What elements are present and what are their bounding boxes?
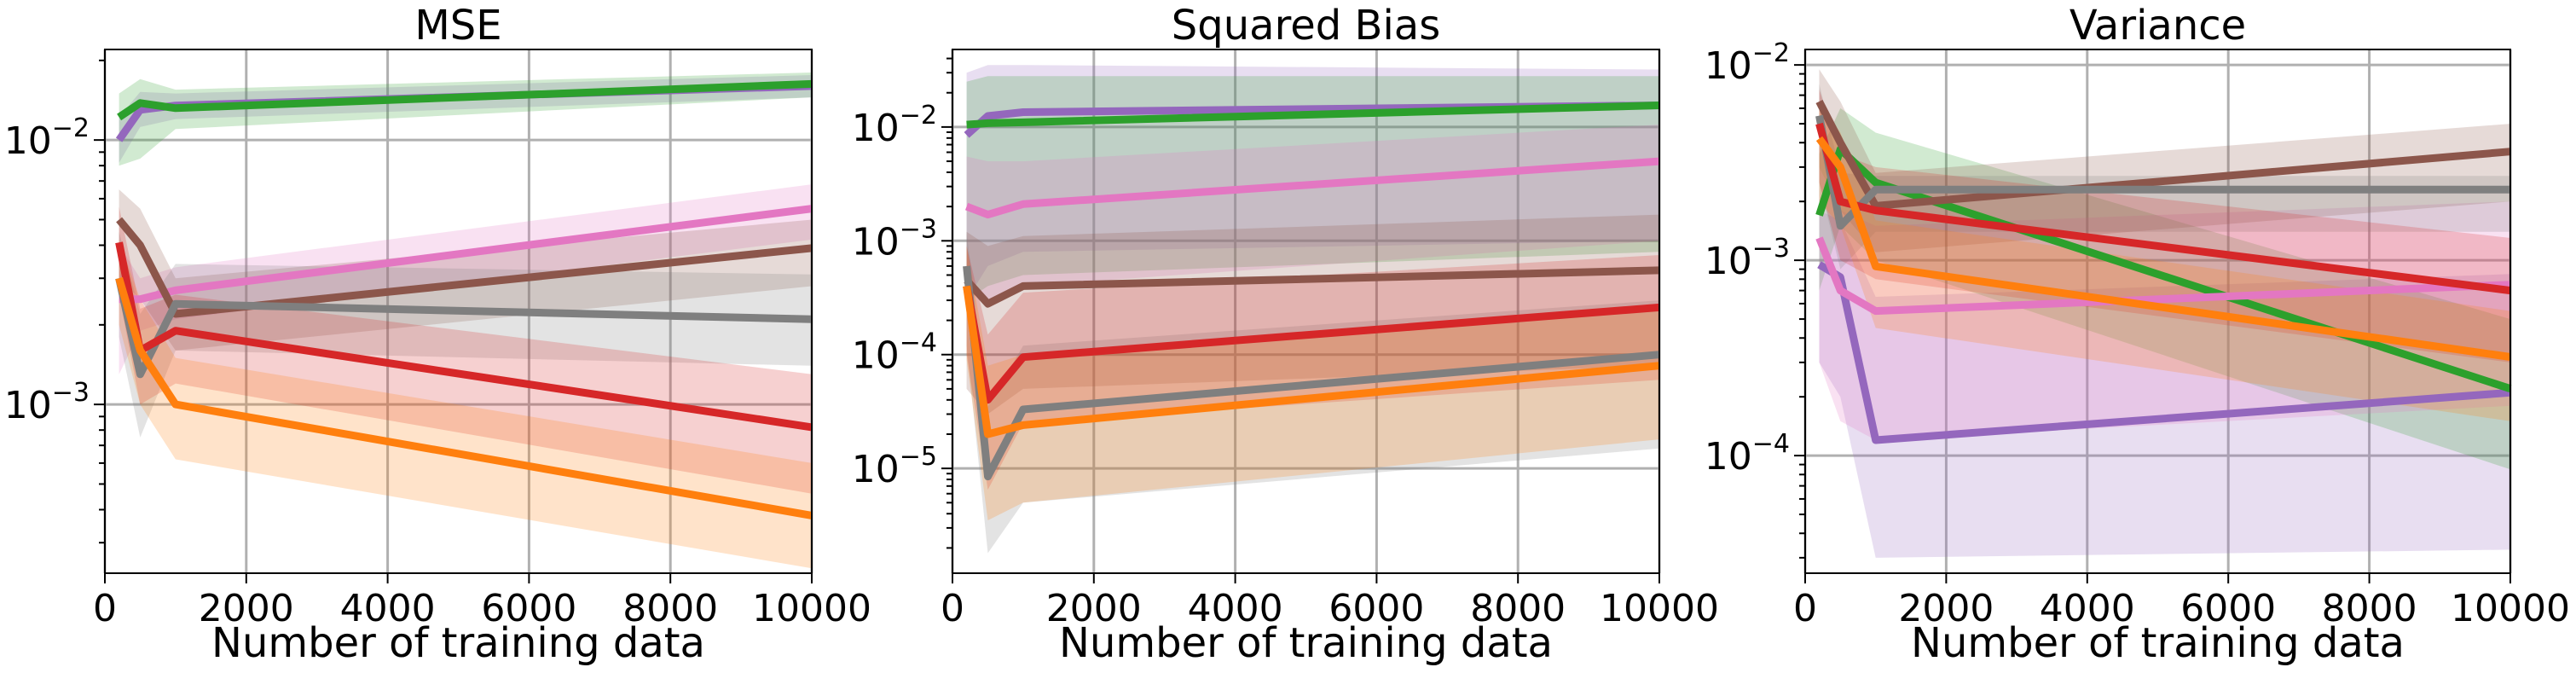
x-tick-label: 4000	[2040, 587, 2135, 630]
band-series-6	[119, 206, 813, 494]
line-series-3	[1815, 236, 2511, 316]
line-series-7	[963, 285, 1660, 438]
line-series-4	[116, 217, 813, 318]
x-tick-label: 0	[1793, 587, 1817, 630]
y-tick-label: 10−5	[852, 442, 937, 491]
x-tick-label: 10000	[1600, 587, 1719, 630]
x-tick-label: 2000	[1898, 587, 1994, 630]
y-tick-label: 10−3	[4, 378, 90, 427]
line-series-4	[1815, 99, 2511, 210]
x-axis-label: Number of training data	[1911, 619, 2405, 667]
chart-title: Squared Bias	[1172, 2, 1440, 49]
x-tick-label: 10000	[752, 587, 871, 630]
line-series-7	[1815, 136, 2511, 361]
line-series-2	[966, 102, 1660, 129]
x-tick-label: 0	[941, 587, 964, 630]
x-tick-label: 4000	[340, 587, 436, 630]
x-tick-label: 6000	[2180, 587, 2276, 630]
band-series-5	[119, 231, 813, 438]
x-tick-label: 10000	[2451, 587, 2570, 630]
line-series-6	[115, 241, 813, 432]
band-series-7	[1819, 102, 2510, 421]
chart-panel-2: 0 2000 4000 6000 8000 10000 10−5 10−4 10−3 10−2 Sq…	[852, 2, 1719, 667]
chart-title: Variance	[2069, 2, 2246, 49]
x-tick-label: 2000	[1046, 587, 1142, 630]
y-tick-label: 10−4	[1705, 429, 1790, 479]
chart-panel-1: 0 2000 4000 6000 8000 10000 10−3 10−2 MSE Number …	[4, 2, 871, 667]
band-series-3	[966, 125, 1659, 301]
band-series-4	[966, 214, 1659, 415]
band-series-4	[1819, 69, 2510, 252]
band-series-1	[119, 75, 813, 163]
band-series-3	[1819, 166, 2510, 440]
line-series-3	[964, 157, 1660, 219]
chart-panel-3: 0 2000 4000 6000 8000 10000 10−4 10−3 10−2 Varian…	[1705, 2, 2570, 667]
x-tick-label: 6000	[1329, 587, 1424, 630]
band-series-5	[966, 231, 1659, 554]
plot-frame	[104, 49, 813, 574]
x-tick-label: 8000	[622, 587, 718, 630]
x-tick-label: 2000	[199, 587, 294, 630]
band-series-2	[119, 73, 813, 166]
x-tick-label: 4000	[1188, 587, 1283, 630]
x-tick-label: 0	[93, 587, 117, 630]
plot-frame	[1804, 49, 2511, 574]
line-series-7	[115, 276, 813, 519]
line-series-4	[964, 266, 1660, 308]
y-tick-label: 10−3	[1705, 234, 1790, 283]
y-tick-label: 10−2	[4, 113, 90, 163]
y-tick-label: 10−2	[1705, 38, 1790, 88]
band-series-1	[1819, 210, 2510, 558]
band-series-6	[966, 246, 1659, 490]
x-axis-label: Number of training data	[211, 619, 705, 667]
x-tick-label: 6000	[481, 587, 576, 630]
x-axis-label: Number of training data	[1059, 619, 1553, 667]
plot-frame	[952, 49, 1660, 574]
y-tick-label: 10−2	[852, 101, 937, 150]
chart-title: MSE	[414, 2, 501, 49]
y-tick-label: 10−4	[852, 328, 937, 378]
line-series-2	[117, 79, 813, 121]
x-tick-label: 8000	[2322, 587, 2417, 630]
y-tick-label: 10−3	[852, 214, 937, 264]
x-tick-label: 8000	[1470, 587, 1566, 630]
